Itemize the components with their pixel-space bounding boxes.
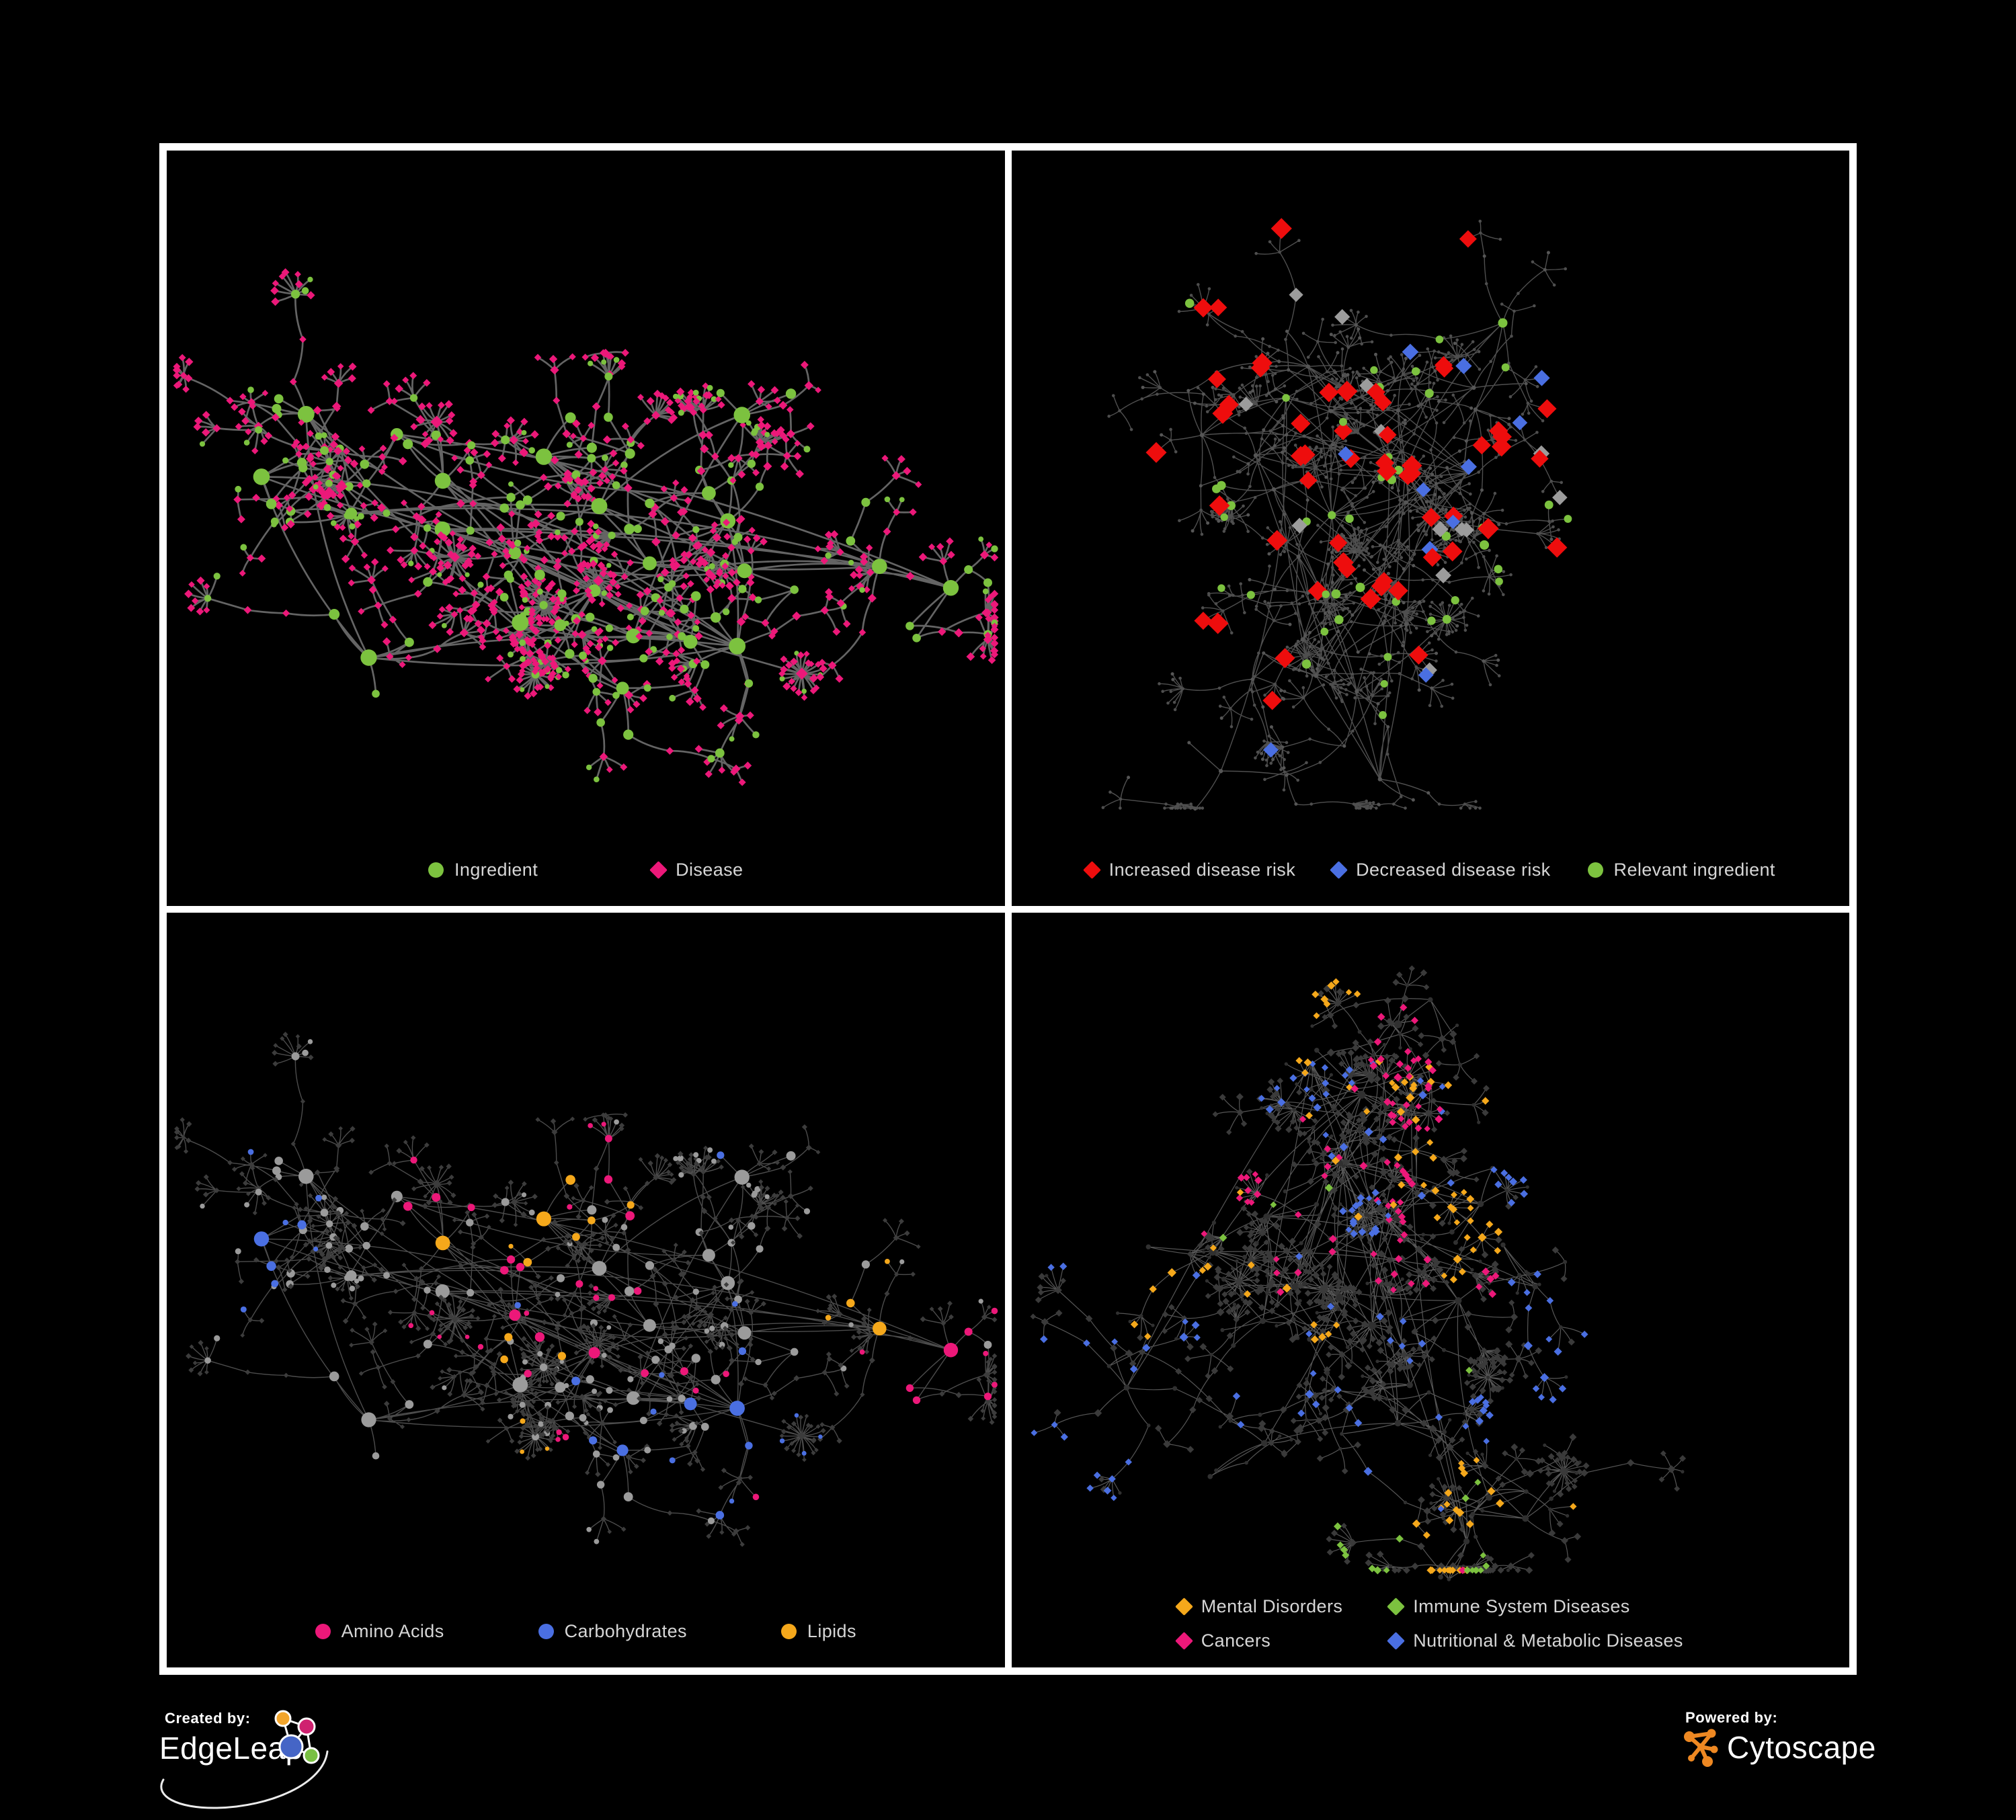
ingredient-disease-network-graph (172, 268, 999, 786)
legend-item: Cancers (1174, 1630, 1342, 1651)
nutrient-class-network-graph (173, 1031, 998, 1547)
legend-item: Increased disease risk (1082, 859, 1296, 880)
legend-label: Immune System Diseases (1413, 1596, 1630, 1616)
legend-disease-risk: Increased disease risk Decreased disease … (1012, 860, 1850, 880)
legend-label: Decreased disease risk (1356, 859, 1551, 880)
diamond-swatch (1387, 1632, 1406, 1650)
diamond-swatch (1082, 860, 1101, 879)
disease-category-network-graph (1030, 964, 1686, 1581)
edgeleap-branding: Created by: EdgeLeap (159, 1708, 368, 1809)
panel-nutrient-class-network: Amino Acids Carbohydrates Lipids (167, 912, 1005, 1667)
legend-item: Mental Disorders (1174, 1596, 1343, 1617)
legend-item: Decreased disease risk (1330, 859, 1551, 880)
legend-label: Lipids (807, 1621, 856, 1641)
legend-item: Lipids (780, 1621, 856, 1642)
legend-item: Amino Acids (315, 1621, 444, 1642)
cytoscape-logo-icon (1684, 1729, 1718, 1767)
legend-label: Carbohydrates (564, 1621, 687, 1641)
legend-label: Ingredient (454, 859, 538, 880)
circle-swatch (780, 1624, 797, 1639)
edgeleap-swoosh (160, 1750, 329, 1809)
legend-label: Nutritional & Metabolic Diseases (1413, 1630, 1683, 1651)
panel-ingredient-disease-network: Ingredient Disease (167, 151, 1005, 906)
diamond-swatch (1387, 1598, 1406, 1616)
panel-disease-category-network: Mental Disorders Immune System Diseases Ca… (1011, 912, 1850, 1667)
legend-label: Amino Acids (341, 1621, 444, 1641)
cytoscape-branding: Powered by: Cytoscape (1683, 1709, 1876, 1783)
legend-label: Disease (676, 859, 743, 880)
circle-swatch (538, 1624, 554, 1639)
legend-item: Relevant ingredient (1587, 859, 1775, 880)
legend-item: Carbohydrates (538, 1621, 687, 1642)
circle-swatch (428, 862, 444, 878)
legend-label: Relevant ingredient (1613, 859, 1775, 880)
diamond-swatch (1174, 1598, 1193, 1616)
legend-disease-categories: Mental Disorders Immune System Diseases Ca… (1012, 1596, 1850, 1651)
panel-disease-risk-network: Increased disease risk Decreased disease … (1011, 151, 1850, 906)
cytoscape-name: Cytoscape (1727, 1730, 1876, 1765)
legend-item: Ingredient (428, 860, 538, 880)
legend-nutrient-classes: Amino Acids Carbohydrates Lipids (167, 1621, 1005, 1642)
legend-label: Mental Disorders (1201, 1596, 1343, 1616)
figure-frame: Ingredient Disease Increased disease risk… (159, 143, 1857, 1675)
legend-ingredient-disease: Ingredient Disease (167, 860, 1005, 880)
circle-swatch (1587, 862, 1603, 878)
circle-swatch (315, 1624, 331, 1639)
legend-label: Increased disease risk (1108, 859, 1296, 880)
legend-label: Cancers (1201, 1630, 1271, 1651)
powered-by-label: Powered by: (1685, 1709, 1778, 1726)
edgeleap-logo-icon (274, 1710, 320, 1764)
disease-risk-network-graph (1101, 218, 1572, 811)
diamond-swatch (649, 860, 668, 879)
diamond-swatch (1174, 1632, 1193, 1650)
created-by-label: Created by: (165, 1710, 251, 1727)
legend-item: Nutritional & Metabolic Diseases (1387, 1630, 1683, 1651)
diamond-swatch (1330, 860, 1348, 879)
legend-item: Disease (649, 859, 743, 880)
legend-item: Immune System Diseases (1387, 1596, 1683, 1617)
